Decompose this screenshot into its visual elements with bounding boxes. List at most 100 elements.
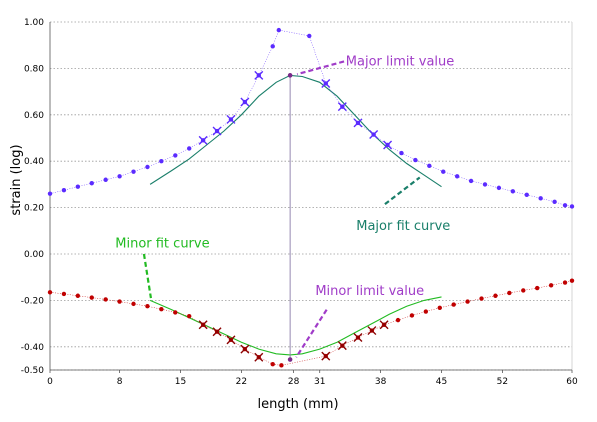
minor-strain-point [270, 362, 275, 367]
minor-strain-point [521, 288, 526, 293]
y-tick-label: 0.00 [24, 250, 44, 260]
major-strain-point [454, 174, 460, 179]
major-strain-point [496, 185, 502, 191]
annotation-label: Major fit curve [356, 219, 450, 234]
x-tick-label: 0 [47, 377, 53, 387]
y-tick-label: -0.50 [21, 366, 45, 376]
major-strain-point [468, 178, 474, 184]
major-strain-point [524, 192, 529, 198]
minor-strain-point [507, 290, 512, 296]
x-tick-label: 22 [236, 377, 247, 387]
major-strain-point [89, 181, 94, 186]
minor-strain-point [395, 317, 401, 323]
major-strain-point [159, 159, 164, 164]
annotation-pointer [142, 253, 153, 299]
major-cross-marker [212, 126, 222, 136]
minor-strain-point [569, 278, 575, 283]
annotations: Major limit value Major fit curve Minor fi… [115, 54, 454, 358]
major-strain-point [173, 153, 178, 158]
axis-ticks: -0.50 -0.40 -0.20 0.00 0.20 0.40 0.60 0.80 1.00 0… [21, 18, 578, 387]
minor-strain-point [159, 307, 164, 312]
major-strain-point [441, 169, 446, 174]
minor-strain-point [493, 293, 498, 298]
minor-strain-point [89, 295, 94, 300]
major-strain-point [276, 27, 282, 33]
minor-strain-point [47, 290, 53, 295]
major-strain-point [427, 163, 432, 169]
limit-point [287, 73, 293, 78]
x-tick-label: 8 [117, 377, 123, 387]
minor-cross-marker [367, 326, 377, 336]
fit-curves [149, 74, 442, 356]
major-strain-point [482, 182, 488, 187]
x-tick-label: 52 [497, 377, 508, 387]
major-strain-point [399, 150, 404, 156]
x-tick-label: 60 [566, 377, 578, 387]
minor-cross-marker [337, 341, 347, 351]
major-cross-marker [369, 130, 379, 140]
minor-strain-point [131, 301, 136, 307]
major-cross-marker [240, 97, 250, 107]
annotation-pointer [295, 309, 328, 358]
annotation-label: Minor limit value [315, 284, 424, 299]
minor-cross-marker [212, 327, 222, 337]
y-tick-label: 0.20 [24, 204, 44, 214]
minor-strain-point [535, 285, 540, 291]
limit-point [287, 357, 293, 362]
x-tick-label: 45 [436, 377, 447, 387]
minor-strain-point [117, 299, 122, 304]
minor-fit-curve [149, 296, 442, 356]
x-tick-label: 31 [314, 377, 325, 387]
major-cross-marker [353, 118, 363, 128]
minor-strain-point [479, 296, 484, 301]
minor-cross-marker [379, 320, 389, 330]
major-strain-point [75, 184, 81, 189]
major-strain-point [552, 199, 557, 204]
annotation-label: Minor fit curve [115, 237, 209, 252]
major-strain-point [131, 169, 136, 174]
major-strain-point [145, 164, 150, 170]
major-strain-point [187, 146, 192, 151]
major-strain-point [270, 44, 275, 49]
annotation-pointer [384, 176, 421, 205]
minor-strain-line [49, 280, 573, 366]
major-fit-curve [149, 74, 442, 188]
minor-strain-point [173, 310, 178, 315]
y-tick-label: 1.00 [24, 18, 44, 28]
minor-strain-point [465, 299, 470, 304]
y-tick-label: 0.60 [24, 111, 44, 121]
minor-cross-marker [321, 351, 331, 361]
major-strain-line [49, 29, 573, 207]
x-tick-label: 38 [375, 377, 387, 387]
minor-strain-point [103, 297, 108, 302]
minor-cross-marker [198, 320, 208, 330]
minor-strain-point [409, 313, 415, 318]
annotation-pointer [296, 60, 345, 76]
major-strain-point [307, 33, 312, 39]
minor-cross-marker [240, 344, 250, 354]
major-cross-marker [226, 114, 236, 124]
major-cross-marker [321, 78, 331, 88]
y-axis-label: strain (log) [9, 144, 24, 215]
minor-cross-marker [353, 333, 363, 343]
minor-strain-point [562, 280, 568, 285]
x-axis-label: length (mm) [257, 397, 338, 412]
major-cross-marker [254, 70, 264, 80]
major-cross-marker [198, 135, 208, 145]
major-strain-point [538, 196, 543, 201]
minor-cross-marker [254, 352, 264, 362]
major-strain-point [61, 188, 67, 193]
major-strain-point [413, 157, 418, 163]
minor-strain-point [423, 309, 429, 314]
major-strain-point [510, 189, 516, 194]
x-tick-label: 15 [175, 377, 186, 387]
y-tick-label: 0.40 [24, 157, 44, 167]
minor-cross-marker [226, 335, 236, 345]
y-tick-label: 0.80 [24, 64, 44, 74]
limit-line [287, 73, 293, 362]
major-strain-point [47, 191, 53, 196]
annotation-label: Major limit value [346, 54, 454, 69]
major-cross-marker [337, 102, 347, 112]
y-tick-label: -0.20 [21, 296, 45, 306]
